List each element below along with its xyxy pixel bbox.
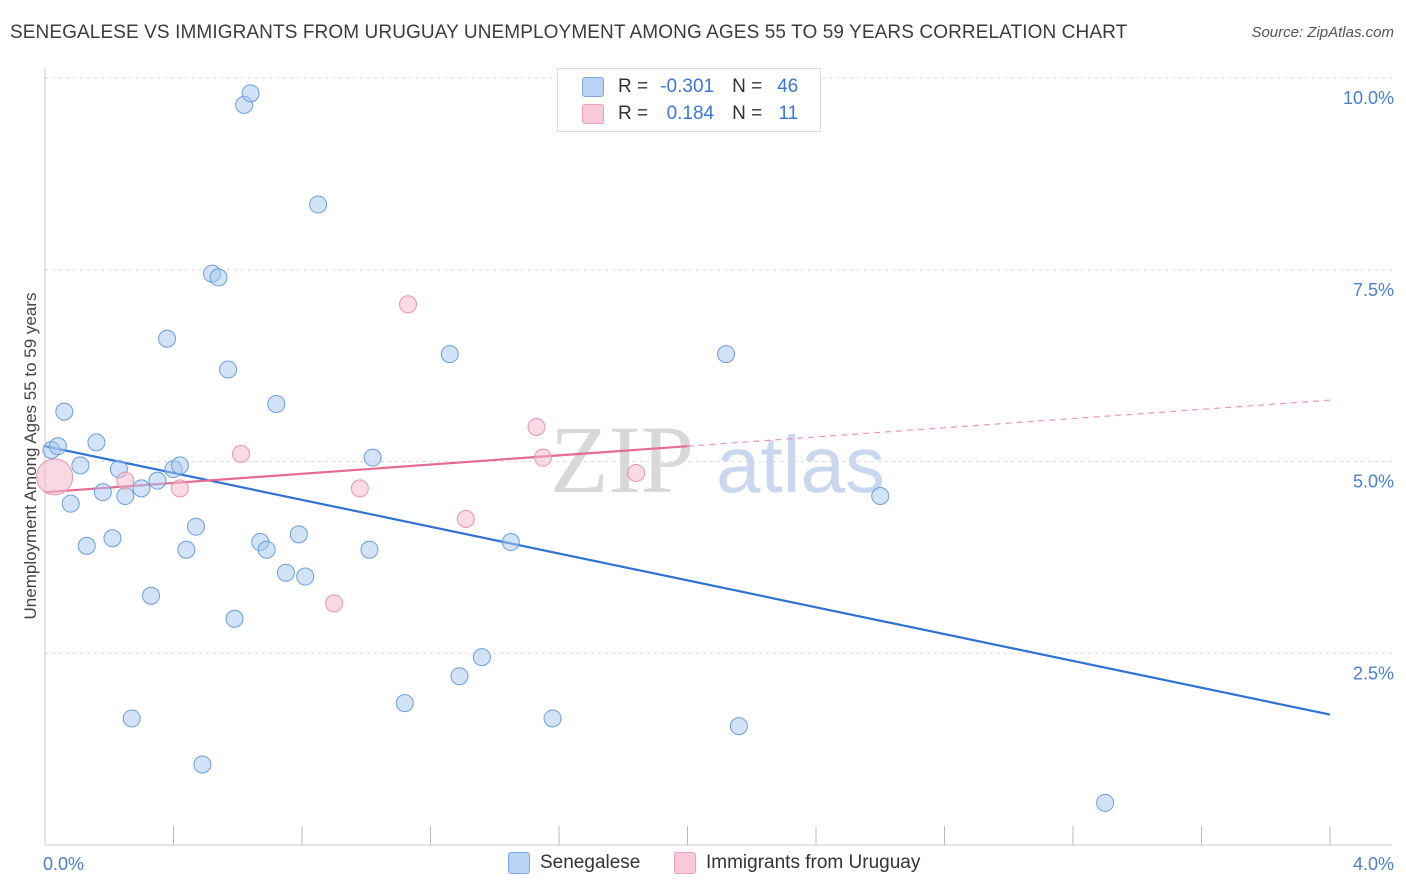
data-point [142,586,161,605]
data-point [186,517,205,536]
data-point [170,479,189,498]
legend-r-value: 0.184 [666,103,715,124]
data-point [48,437,67,456]
data-point [170,456,189,475]
data-point [289,525,308,544]
data-point [55,402,74,421]
data-point [501,533,520,552]
legend-r-value: -0.301 [660,76,715,97]
legend-row-uruguay: R = 0.184 N = 11 [582,102,798,126]
data-point [296,567,315,586]
data-point [257,540,276,559]
data-point [350,479,369,498]
data-point [61,494,80,513]
y-axis-label: Unemployment Among Ages 55 to 59 years [21,293,40,620]
data-point [77,536,96,555]
watermark-atlas: atlas [716,420,885,509]
bottom-legend-swatch-blue [508,852,530,874]
bottom-legend-swatch-pink [674,852,696,874]
data-point [276,563,295,582]
legend-n-value: 46 [777,76,799,97]
legend-swatch-blue [582,77,604,97]
data-point [231,444,250,463]
legend-r-label: R = [618,76,649,97]
data-point [122,709,141,728]
bottom-legend-senegalese: Senegalese [508,852,640,874]
legend-swatch-pink [582,104,604,124]
trend-line-extension [687,399,1331,447]
bottom-legend-uruguay: Immigrants from Uruguay [674,852,920,874]
trend-line [44,445,1331,716]
data-point [363,448,382,467]
data-point [440,345,459,364]
data-point [543,709,562,728]
data-point [71,456,90,475]
data-point [209,268,228,287]
legend-r-label: R = [618,103,649,124]
data-point [717,345,736,364]
data-point [132,479,151,498]
y-tick-label: 7.5% [1353,280,1394,300]
source-attribution: Source: ZipAtlas.com [1251,24,1394,41]
data-point [399,295,418,314]
data-point [1096,793,1115,812]
data-point [450,667,469,686]
y-tick-label: 5.0% [1353,472,1394,492]
data-point [360,540,379,559]
data-point [527,417,546,436]
data-point [219,360,238,379]
data-points [36,84,1115,812]
y-tick-label: 10.0% [1343,88,1394,108]
x-tick-label: 0.0% [43,854,84,874]
data-point [871,487,890,506]
legend-n-value: 11 [778,103,799,124]
data-point [193,755,212,774]
correlation-legend: R = -0.301 N = 46 R = 0.184 N = 11 [557,68,821,132]
data-point [241,84,260,103]
data-point [627,464,646,483]
data-point [116,487,135,506]
data-point [395,694,414,713]
tick-labels: 2.5% 5.0% 7.5% 10.0% 0.0% 4.0% [43,88,1394,874]
data-point [472,648,491,667]
y-tick-label: 2.5% [1353,663,1394,683]
bottom-legend-label: Senegalese [540,852,641,873]
x-tick-label: 4.0% [1353,854,1394,874]
data-point [87,433,106,452]
legend-n-label: N = [732,76,763,97]
grid-lines [45,77,1392,654]
watermark-zip: ZIP [550,406,694,513]
data-point [36,458,74,496]
data-point [456,510,475,529]
data-point [325,594,344,613]
data-point [103,529,122,548]
data-point [533,448,552,467]
chart-title: SENEGALESE VS IMMIGRANTS FROM URUGUAY UN… [10,22,1128,43]
data-point [309,195,328,214]
data-point [267,394,286,413]
data-point [177,540,196,559]
legend-row-senegalese: R = -0.301 N = 46 [582,75,798,99]
data-point [225,609,244,628]
legend-n-label: N = [732,103,763,124]
bottom-legend-label: Immigrants from Uruguay [706,852,921,873]
data-point [148,471,167,490]
data-point [729,717,748,736]
data-point [93,483,112,502]
axes [44,68,1392,846]
data-point [116,471,135,490]
data-point [158,329,177,348]
